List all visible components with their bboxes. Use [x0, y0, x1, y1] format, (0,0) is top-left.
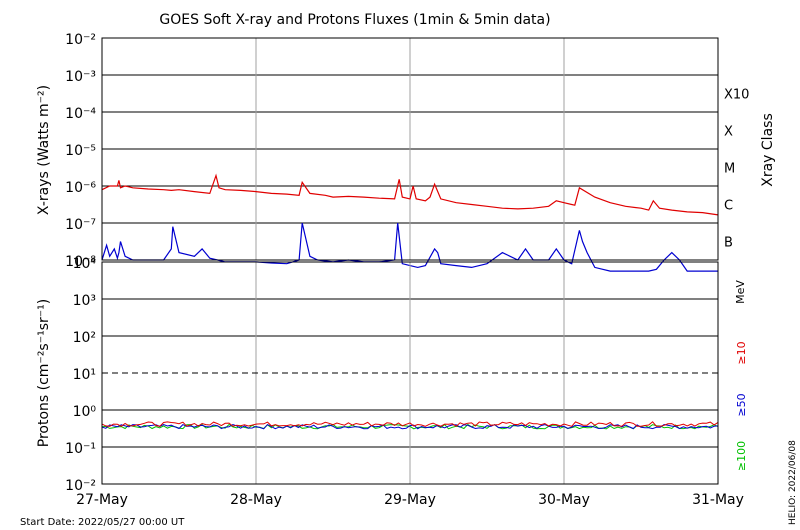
x-tick-label: 30-May: [538, 492, 590, 508]
start-date-label: Start Date: 2022/05/27 00:00 UT: [20, 517, 185, 528]
x-tick-label: 27-May: [76, 492, 128, 508]
proton-y-tick-label: 10⁻²: [65, 478, 96, 494]
xray-y-tick-labels: 10⁻⁸ 10⁻⁷ 10⁻⁶ 10⁻⁵ 10⁻⁴ 10⁻³ 10⁻²: [65, 32, 96, 270]
x-tick-label: 28-May: [230, 492, 282, 508]
xray-class-labels: B C M X X10: [724, 88, 749, 251]
xray-series-group: [101, 173, 719, 272]
proton-legend-label: ≥50: [735, 393, 748, 416]
proton-y-tick-label: 10¹: [73, 367, 96, 383]
xray-y-tick-label: 10⁻³: [65, 69, 96, 85]
proton-y-tick-label: 10³: [73, 293, 96, 309]
proton-plot-frame: [101, 261, 719, 485]
x-tick-label: 29-May: [384, 492, 436, 508]
xray-class-label: X: [724, 125, 733, 140]
proton-legend: ≥100 ≥50 ≥10: [735, 341, 748, 471]
proton-y-tick-labels: 10⁻² 10⁻¹ 10⁰ 10¹ 10² 10³ 10⁴: [65, 256, 96, 494]
x-tick-label: 31-May: [692, 492, 744, 508]
xray-y-tick-label: 10⁻²: [65, 32, 96, 48]
xray-y-tick-label: 10⁻⁶: [65, 180, 96, 196]
xray-day-gridlines: [255, 38, 565, 260]
proton-y-tick-label: 10⁴: [73, 256, 97, 272]
proton-energy-unit: MeV: [734, 280, 747, 304]
proton-series-line: [101, 423, 719, 430]
xray-y-tick-label: 10⁻⁷: [65, 217, 96, 233]
xray-y-tick-label: 10⁻⁴: [65, 106, 96, 122]
xray-y-axis-label: X-rays (Watts m⁻²): [36, 85, 52, 215]
xray-plot-frame: [101, 37, 719, 261]
proton-series-line: [101, 421, 719, 427]
xray-series-long: [101, 173, 719, 216]
proton-y-tick-label: 10⁻¹: [65, 441, 96, 457]
proton-y-tick-label: 10²: [73, 330, 96, 346]
xray-class-label: X10: [724, 88, 749, 103]
xray-y-tick-label: 10⁻⁸: [65, 254, 96, 270]
xray-class-label: C: [724, 199, 733, 214]
proton-y-tick-label: 10⁰: [73, 404, 97, 420]
proton-legend-label: ≥100: [735, 441, 748, 471]
proton-y-axis-label: Protons (cm⁻²s⁻¹sr⁻¹): [36, 299, 52, 448]
xray-class-label: M: [724, 162, 735, 177]
xray-class-label: B: [724, 236, 733, 251]
proton-panel: 10⁻² 10⁻¹ 10⁰ 10¹ 10² 10³ 10⁴ Protons (cm⁻²s⁻¹…: [36, 256, 748, 494]
proton-series-line: [101, 423, 719, 430]
xray-y-tick-label: 10⁻⁵: [65, 143, 96, 159]
chart-title: GOES Soft X-ray and Protons Fluxes (1min…: [159, 12, 550, 28]
x-tick-labels: 27-May 28-May 29-May 30-May 31-May: [76, 492, 744, 508]
proton-series-group: [101, 421, 719, 430]
xray-series-short: [101, 222, 718, 272]
xray-panel: 10⁻⁸ 10⁻⁷ 10⁻⁶ 10⁻⁵ 10⁻⁴ 10⁻³ 10⁻² B C M X X10 X-r…: [36, 32, 776, 272]
proton-legend-label: ≥10: [735, 341, 748, 364]
helio-label: HELIO: 2022/06/08: [788, 440, 798, 525]
xray-class-axis-label: Xray Class: [760, 113, 776, 187]
